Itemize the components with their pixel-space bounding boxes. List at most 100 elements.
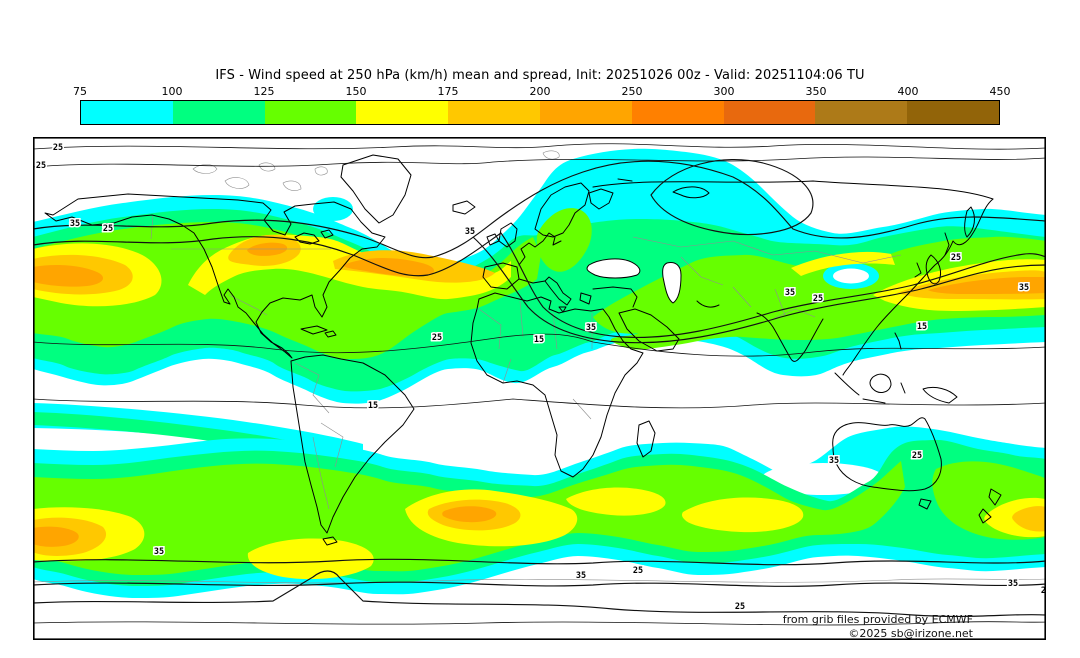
coastline-caspian-sea	[662, 262, 682, 304]
coastline-svalbard-islands	[617, 178, 710, 199]
contour-label: 25	[813, 294, 823, 304]
contour-label: 35	[465, 227, 475, 237]
contour-label: 25	[103, 224, 113, 234]
coastline-africa	[470, 292, 644, 478]
contour-label: 35	[1019, 283, 1029, 293]
jet-s-golden-right	[1012, 506, 1046, 532]
coastline-persian-gulf	[696, 300, 720, 308]
coastline-indonesia	[834, 372, 906, 404]
coastline-iceland	[452, 200, 476, 215]
colorbar-tick: 150	[345, 85, 367, 98]
coastline-scandinavia	[534, 182, 590, 238]
coastline-asia-east	[842, 198, 994, 376]
contour-label: 25	[951, 253, 961, 263]
contour-label: 25	[633, 566, 643, 576]
coastline-madagascar	[636, 420, 656, 458]
coastline-australia	[832, 417, 942, 492]
colorbar-tick: 125	[253, 85, 275, 98]
colorbar-tick: 250	[621, 85, 643, 98]
colorbar-segment	[172, 101, 265, 124]
jet-s-yellow-indian	[681, 497, 804, 533]
colorbar-tick: 100	[161, 85, 183, 98]
colorbar-segment	[815, 101, 908, 124]
colorbar-segment	[723, 101, 816, 124]
colorbar-area: 75 100 125 150 175 200 250 300 350 400 450	[0, 0, 1080, 130]
jet-s-arm-green	[33, 412, 308, 457]
coastline-great-lakes	[294, 229, 334, 245]
country-borders	[33, 150, 1046, 584]
coastline-mediterranean-north	[518, 278, 546, 284]
contour-label: 25	[735, 602, 745, 612]
contour-label: 35	[154, 547, 164, 557]
coastline-tasmania	[918, 498, 932, 510]
asia-jet-minimum-hole	[833, 268, 869, 284]
colorbar-tick: 400	[897, 85, 919, 98]
attribution-copyright: ©2025 sb@irizone.net	[848, 627, 973, 640]
contour-labels: 25 25 35 25 35 25 15 35 35 25 15 25 35 15 35 25 35 35 25 25…	[34, 142, 1046, 614]
colorbar-segment	[81, 101, 173, 124]
coastline-finland	[588, 188, 614, 210]
contour-label: 35	[576, 571, 586, 581]
colorbar	[80, 100, 1000, 125]
contour-label: 35	[829, 456, 839, 466]
attribution-source: from grib files provided by ECMWF	[783, 613, 973, 626]
jet-s-orange-satlantic	[442, 506, 497, 523]
colorbar-tick: 75	[73, 85, 87, 98]
contour-label: 25	[1041, 586, 1046, 596]
contour-label: 35	[1008, 579, 1018, 589]
jet-n-chartreuse-asia	[593, 236, 1046, 350]
contour-label: 25	[912, 451, 922, 461]
jet-n-yellow-asia-north	[791, 251, 895, 276]
coastline-south-america	[290, 354, 415, 534]
colorbar-segment	[356, 101, 449, 124]
coastline-asia-arctic	[592, 180, 994, 200]
coastline-arabia	[618, 308, 680, 352]
contour-label: 25	[432, 333, 442, 343]
colorbar-segment	[539, 101, 632, 124]
coastline-philippines	[894, 332, 902, 350]
page-title: IFS - Wind speed at 250 hPa (km/h) mean …	[215, 68, 865, 83]
colorbar-segment	[907, 101, 999, 124]
map-frame	[33, 137, 1046, 640]
contour-label: 15	[534, 335, 544, 345]
jet-s-orange-left	[33, 526, 79, 547]
wind-speed-shading	[33, 148, 1046, 598]
coastline-korea-sakhalin	[914, 232, 950, 278]
contour-label: 15	[368, 401, 378, 411]
cyan-patch-hudson	[313, 197, 353, 221]
colorbar-segment	[448, 101, 540, 124]
world-map: 25 25 35 25 35 25 15 35 35 25 15 25 35 15 35 25 35 35 25 25…	[33, 137, 1046, 640]
contour-label: 25	[53, 143, 63, 153]
jet-n-orange-west	[33, 265, 103, 287]
jet-s-yellow-safrica	[566, 487, 666, 516]
colorbar-segment	[631, 101, 724, 124]
contour-label: 35	[70, 219, 80, 229]
jet-s-yellow-samerica	[247, 538, 374, 580]
coastline-british-isles	[486, 222, 518, 248]
coastline-west-europe	[518, 232, 562, 266]
contour-label: 25	[36, 161, 46, 171]
coastline-new-zealand	[978, 488, 1002, 524]
coastline-caribbean	[300, 325, 337, 338]
contour-label: 35	[586, 323, 596, 333]
map-container: 25 25 35 25 35 25 15 35 35 25 15 25 35 15 35 25 35 35 25 25…	[33, 137, 1046, 640]
colorbar-segment	[264, 101, 357, 124]
coastline-italy	[544, 276, 572, 313]
jet-n-orange-atlantic	[343, 257, 435, 276]
coastline-tierra-del-fuego	[322, 536, 338, 546]
jet-n-chartreuse-america	[33, 222, 541, 359]
colorbar-tick: 350	[805, 85, 827, 98]
coastline-new-guinea	[922, 386, 958, 404]
contour-label: 15	[917, 322, 927, 332]
contour-label: 35	[785, 288, 795, 298]
spread-contours	[33, 143, 1046, 626]
coastline-black-sea	[586, 258, 641, 279]
colorbar-tick: 300	[713, 85, 735, 98]
coastline-greece-turkey	[579, 286, 638, 308]
coastline-iberia	[482, 262, 520, 290]
jet-n-orange-asia	[928, 277, 1046, 294]
s-band-minimum-hole	[761, 463, 885, 495]
colorbar-tick: 450	[989, 85, 1011, 98]
jet-n-chartreuse-europe	[536, 208, 592, 272]
